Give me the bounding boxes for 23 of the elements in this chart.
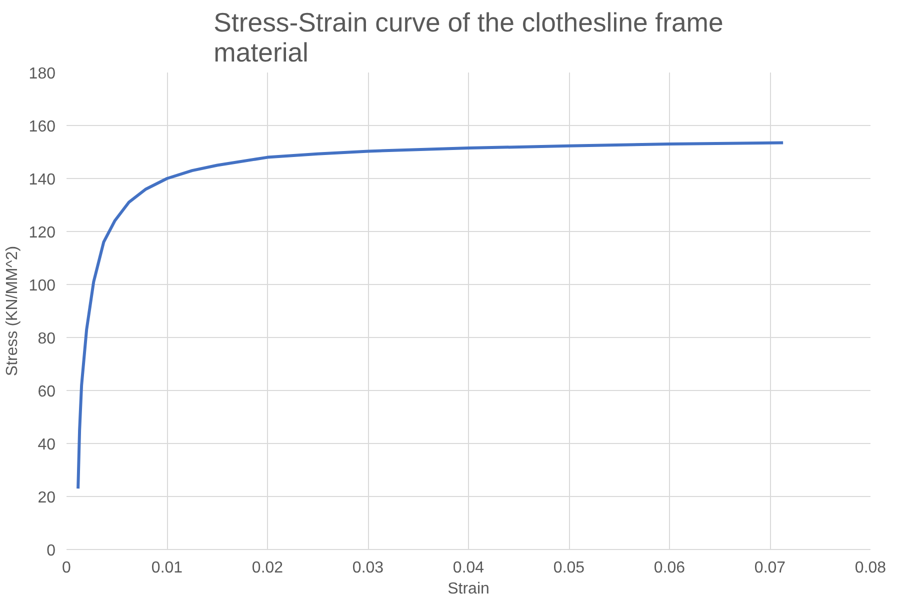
y-tick-label: 0 <box>46 542 56 560</box>
y-tick-label: 140 <box>28 172 56 188</box>
y-tick-label: 180 <box>28 66 56 82</box>
x-tick-label: 0.07 <box>754 560 786 576</box>
y-axis-title: Stress (KN/MM^2) <box>4 246 21 376</box>
line-series <box>76 141 785 490</box>
y-tick-label: 160 <box>28 118 56 136</box>
y-tick-label: 120 <box>28 224 56 242</box>
x-tick-label: 0.05 <box>553 560 585 576</box>
x-axis-title: Strain <box>448 580 490 598</box>
x-tick-label: 0.08 <box>854 560 886 576</box>
x-tick-label: 0.02 <box>252 560 284 576</box>
x-tick-label: 0.01 <box>151 560 183 576</box>
chart-title: Stress-Strain curve of the clothesline frame material <box>214 8 724 68</box>
x-tick-label: 0.03 <box>352 560 384 576</box>
x-tick-label: 0.04 <box>452 560 484 576</box>
x-tick-label: 0 <box>62 560 72 576</box>
y-tick-label: 40 <box>38 436 56 454</box>
x-tick-label: 0.06 <box>654 560 686 576</box>
y-tick-label: 100 <box>28 278 56 294</box>
y-tick-label: 20 <box>38 490 56 506</box>
y-tick-label: 80 <box>38 330 56 348</box>
y-tick-label: 60 <box>38 384 56 400</box>
